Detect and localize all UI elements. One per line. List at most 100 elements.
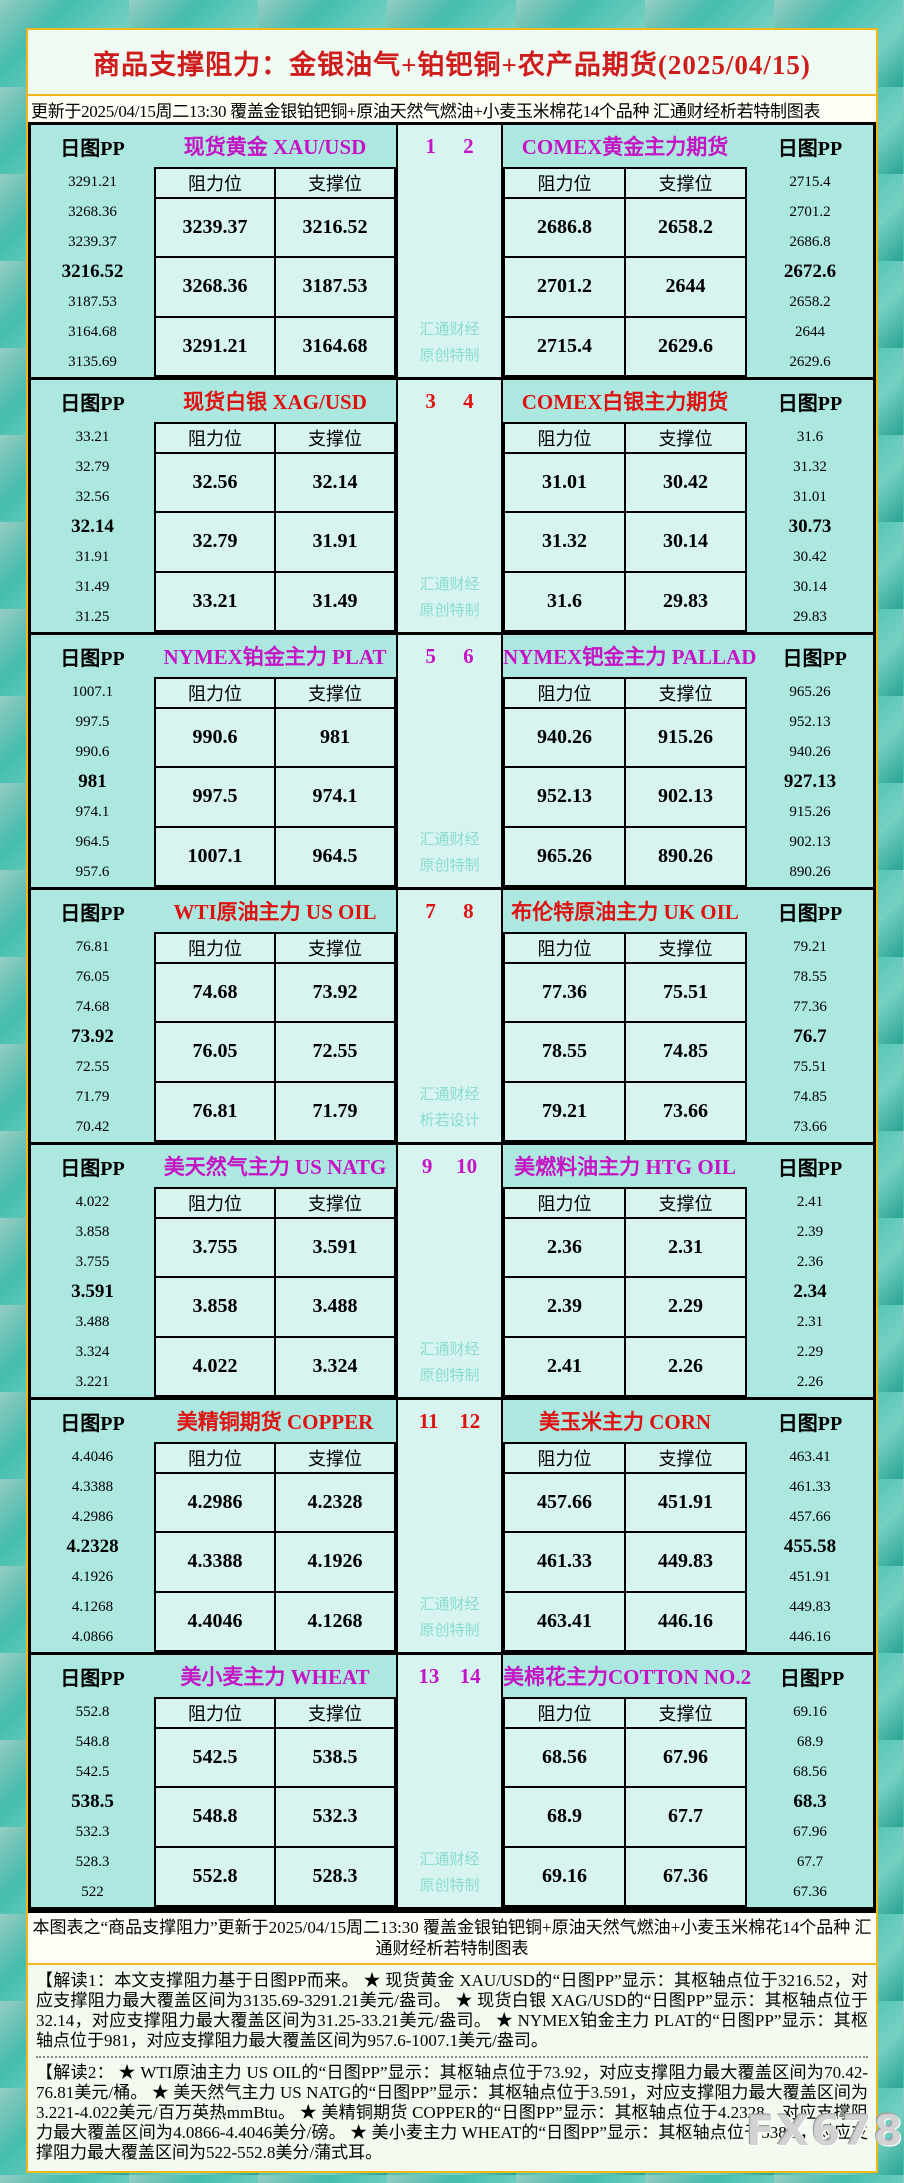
pp-value: 2.29 — [796, 1343, 824, 1360]
pp-value: 68.9 — [796, 1733, 824, 1750]
support-value: 3164.68 — [276, 317, 394, 375]
support-value: 981 — [276, 709, 394, 767]
watermark-line2: 原创特制 — [419, 1623, 480, 1639]
daily-pp-label-right: 日图PP — [777, 1157, 843, 1180]
daily-pp-label-right: 日图PP — [777, 392, 843, 415]
pp-value: 2644 — [795, 323, 825, 340]
left-instrument-title: WTI原油主力 US OIL — [173, 900, 377, 924]
dotted-divider — [36, 2056, 868, 2058]
resistance-value: 3268.36 — [156, 258, 274, 316]
huitong-watermark: 汇通财经 原创特制 — [398, 827, 501, 879]
pp-value: 463.41 — [789, 1448, 831, 1465]
resistance-header: 阻力位 — [156, 169, 274, 197]
left-instrument-title: 美小麦主力 WHEAT — [180, 1665, 370, 1689]
pp-value: 32.56 — [75, 488, 110, 505]
pp-value: 890.26 — [789, 863, 831, 880]
pp-value: 4.3388 — [71, 1478, 114, 1495]
block-index-left: 7 — [425, 898, 436, 923]
commodity-block: 日图PP 美小麦主力 WHEAT 13 14 美棉花主力COTTON NO.2 … — [31, 1652, 873, 1907]
resistance-value: 76.05 — [156, 1023, 274, 1081]
resistance-value: 2701.2 — [505, 258, 624, 316]
block-index-right: 12 — [459, 1408, 481, 1433]
pp-value: 71.79 — [75, 1088, 110, 1105]
resistance-value: 548.8 — [156, 1788, 274, 1846]
support-value: 528.3 — [276, 1847, 394, 1905]
support-value: 915.26 — [626, 709, 745, 767]
daily-pp-label-left: 日图PP — [60, 647, 125, 670]
right-instrument-title: 布伦特原油主力 UK OIL — [511, 900, 739, 924]
block-index-right: 10 — [456, 1153, 478, 1178]
daily-pp-label-right: 日图PP — [777, 137, 843, 160]
pp-value: 31.32 — [793, 458, 827, 475]
pp-value: 3.755 — [75, 1253, 110, 1270]
resistance-header: 阻力位 — [156, 1699, 274, 1727]
daily-pp-label-left: 日图PP — [60, 392, 125, 415]
resistance-header: 阻力位 — [156, 1189, 274, 1217]
resistance-header: 阻力位 — [156, 1444, 274, 1472]
left-levels-table: 阻力位 支撑位 3239.37 3216.52 3268.36 3187.53 … — [154, 167, 396, 377]
resistance-value: 3.755 — [156, 1219, 274, 1277]
block-header: 日图PP WTI原油主力 US OIL 7 8 布伦特原油主力 UK OIL 日… — [31, 890, 873, 932]
support-value: 3.591 — [276, 1219, 394, 1277]
block-index-cell: 11 12 — [396, 1400, 503, 1442]
right-instrument-title: COMEX白银主力期货 — [521, 390, 729, 414]
support-value: 3.324 — [276, 1337, 394, 1395]
pp-value: 965.26 — [789, 683, 831, 700]
support-value: 446.16 — [626, 1592, 745, 1650]
right-instrument-title: 美燃料油主力 HTG OIL — [514, 1155, 736, 1179]
subtitle-bar: 更新于2025/04/15周二13:30 覆盖金银铂钯铜+原油天然气燃油+小麦玉… — [28, 94, 876, 122]
block-index-right: 6 — [463, 643, 474, 668]
resistance-value: 78.55 — [505, 1023, 624, 1081]
left-pp-column: 33.21 32.79 32.56 32.14 31.91 31.49 31.2… — [31, 422, 154, 632]
resistance-value: 2.39 — [505, 1278, 624, 1336]
support-value: 67.7 — [626, 1788, 745, 1846]
block-index-cell: 1 2 — [396, 125, 503, 167]
daily-pp-label-right: 日图PP — [777, 1412, 843, 1435]
block-index-right: 8 — [463, 898, 474, 923]
resistance-value: 4.2986 — [156, 1474, 274, 1532]
pp-value: 74.68 — [75, 998, 110, 1015]
pp-value: 67.36 — [793, 1883, 827, 1900]
left-levels-table: 阻力位 支撑位 4.2986 4.2328 4.3388 4.1926 4.40… — [154, 1442, 396, 1652]
left-pp-column: 3291.21 3268.36 3239.37 3216.52 3187.53 … — [31, 167, 154, 377]
pp-pivot-value: 76.7 — [793, 1026, 827, 1047]
support-value: 75.51 — [626, 964, 745, 1022]
support-value: 449.83 — [626, 1533, 745, 1591]
resistance-value: 965.26 — [505, 827, 624, 885]
resistance-value: 32.79 — [156, 513, 274, 571]
title-bar: 商品支撑阻力：金银油气+铂钯铜+农产品期货(2025/04/15) — [28, 30, 876, 94]
pp-value: 449.83 — [789, 1598, 831, 1615]
blocks: 日图PP 现货黄金 XAU/USD 1 2 COMEX黄金主力期货 日图PP 3… — [28, 122, 876, 1910]
block-body: 3291.21 3268.36 3239.37 3216.52 3187.53 … — [31, 167, 873, 377]
left-instrument-title: 美精铜期货 COPPER — [176, 1410, 374, 1434]
resistance-value: 76.81 — [156, 1082, 274, 1140]
pp-value: 997.5 — [75, 713, 110, 730]
watermark-line2: 原创特制 — [419, 1368, 480, 1384]
pp-value: 2.39 — [796, 1223, 824, 1240]
left-instrument-title: NYMEX铂金主力 PLAT — [163, 645, 387, 669]
support-value: 30.42 — [626, 454, 745, 512]
left-instrument-title: 美天然气主力 US NATG — [163, 1155, 387, 1179]
pp-value: 73.66 — [793, 1118, 827, 1135]
middle-gutter: 汇通财经 原创特制 — [396, 1697, 503, 1907]
pp-value: 31.01 — [793, 488, 827, 505]
update-info: 更新于2025/04/15周二13:30 覆盖金银铂钯铜+原油天然气燃油+小麦玉… — [31, 101, 821, 121]
resistance-value: 4.3388 — [156, 1533, 274, 1591]
pp-pivot-value: 3216.52 — [61, 261, 124, 282]
commodity-block: 日图PP NYMEX铂金主力 PLAT 5 6 NYMEX钯金主力 PALLAD… — [31, 632, 873, 887]
right-instrument-title: NYMEX钯金主力 PALLAD — [503, 645, 757, 669]
resistance-value: 31.6 — [505, 572, 624, 630]
middle-gutter: 汇通财经 原创特制 — [396, 1187, 503, 1397]
daily-pp-label-right: 日图PP — [777, 902, 843, 925]
pp-value: 31.25 — [75, 608, 110, 625]
block-index-right: 4 — [463, 388, 474, 413]
left-pp-column: 4.4046 4.3388 4.2986 4.2328 4.1926 4.126… — [31, 1442, 154, 1652]
pp-value: 29.83 — [793, 608, 827, 625]
resistance-header: 阻力位 — [505, 679, 624, 707]
block-body: 4.4046 4.3388 4.2986 4.2328 4.1926 4.126… — [31, 1442, 873, 1652]
huitong-watermark: 汇通财经 原创特制 — [398, 317, 501, 369]
pp-value: 451.91 — [789, 1568, 831, 1585]
block-index-left: 11 — [418, 1408, 439, 1433]
note-paragraph-2: 【解读2： ★ WTI原油主力 US OIL的“日图PP”显示：其枢轴点位于73… — [36, 2063, 868, 2162]
commodity-block: 日图PP 现货黄金 XAU/USD 1 2 COMEX黄金主力期货 日图PP 3… — [31, 125, 873, 377]
